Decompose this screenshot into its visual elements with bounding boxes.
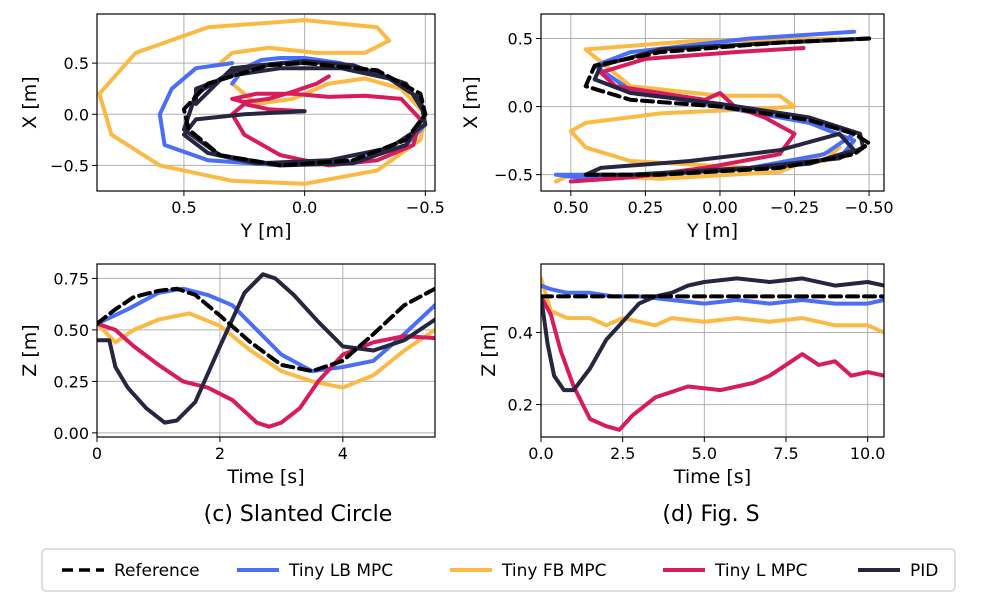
series-l-line	[568, 46, 806, 184]
x-axis-label: Time [s]	[673, 466, 751, 488]
x-tick-label: 0.5	[171, 198, 196, 217]
y-tick-label: 0.00	[53, 424, 89, 443]
y-tick-label: −0.5	[494, 166, 533, 185]
plot-frame	[540, 13, 885, 192]
y-axis-label: Z [m]	[478, 324, 500, 376]
plot-frame	[540, 263, 885, 438]
series-group	[553, 29, 872, 184]
chart-xy_circle: 0.5 0.0 −0.5 0.5 0.0 −0.5 Y [m] X [m]	[19, 13, 445, 242]
y-tick-label: 0.2	[508, 396, 533, 415]
series-reference-line	[181, 61, 428, 168]
caption-right: (d) Fig. S	[662, 502, 759, 527]
series-reference-line	[97, 286, 435, 374]
series-pid-line	[97, 272, 435, 425]
chart-z_circle: 0 2 4 0.00 0.25 0.50 0.75 Time [s] Z [m]	[19, 263, 436, 488]
y-tick-label: 0.25	[53, 372, 89, 391]
y-tick-label: 0.5	[64, 54, 89, 73]
x-tick-label: −0.25	[770, 198, 819, 217]
x-tick-label: 0.0	[292, 198, 317, 217]
plot-frame	[96, 13, 436, 192]
y-tick-label: 0.5	[508, 30, 533, 49]
x-tick-label: 0.0	[528, 444, 553, 463]
chart-z_s: 0.0 2.5 5.0 7.5 10.0 0.2 0.4 Time [s] Z [m]	[478, 263, 886, 488]
series-fb-line	[97, 18, 428, 186]
x-tick-label: −0.50	[845, 198, 894, 217]
y-axis-label: X [m]	[19, 76, 41, 128]
series-fb-line	[541, 276, 884, 335]
series-group	[97, 18, 428, 186]
chart-xy_s: 0.50 0.25 0.00 −0.25 −0.50 0.5 0.0 −0.5 Y [m] X […	[460, 13, 894, 242]
x-axis-label: Y [m]	[240, 220, 292, 242]
legend: Reference Tiny LB MPC Tiny FB MPC Tiny L MP…	[41, 548, 956, 592]
legend-label: Tiny LB MPC	[288, 561, 393, 581]
x-tick-label: 4	[338, 444, 348, 463]
series-group	[97, 272, 435, 429]
x-tick-label: 5.0	[692, 444, 717, 463]
series-group	[541, 276, 884, 432]
legend-label: PID	[910, 561, 938, 581]
x-tick-label: 2.5	[610, 444, 635, 463]
series-l-line	[230, 74, 423, 168]
legend-label: Tiny L MPC	[714, 561, 808, 581]
series-fb-line	[97, 311, 435, 390]
y-axis-label: Z [m]	[19, 324, 41, 376]
x-tick-label: 0	[92, 444, 102, 463]
x-tick-label: 2	[215, 444, 225, 463]
x-tick-label: 10.0	[850, 444, 886, 463]
x-tick-label: 0.00	[702, 198, 738, 217]
y-tick-label: 0.4	[508, 323, 533, 342]
legend-frame	[41, 548, 956, 592]
y-tick-label: 0.75	[53, 269, 89, 288]
x-axis-label: Time [s]	[226, 466, 304, 488]
caption-left: (c) Slanted Circle	[204, 502, 393, 527]
y-axis-label: X [m]	[460, 76, 482, 128]
x-tick-label: 7.5	[773, 444, 798, 463]
legend-label: Reference	[114, 561, 200, 581]
y-tick-label: 0.50	[53, 321, 89, 340]
x-axis-label: Y [m]	[686, 220, 738, 242]
series-reference-line	[583, 36, 872, 177]
legend-label: Tiny FB MPC	[501, 561, 606, 581]
x-tick-label: 0.25	[628, 198, 664, 217]
y-tick-label: 0.0	[508, 98, 533, 117]
series-lb-line	[541, 283, 884, 306]
series-l-line	[541, 294, 884, 432]
x-tick-label: −0.5	[406, 198, 445, 217]
y-tick-label: 0.0	[64, 105, 89, 124]
plot-frame	[96, 263, 436, 438]
y-tick-label: −0.5	[50, 156, 89, 175]
x-tick-label: 0.50	[553, 198, 589, 217]
series-pid-line	[583, 36, 872, 177]
